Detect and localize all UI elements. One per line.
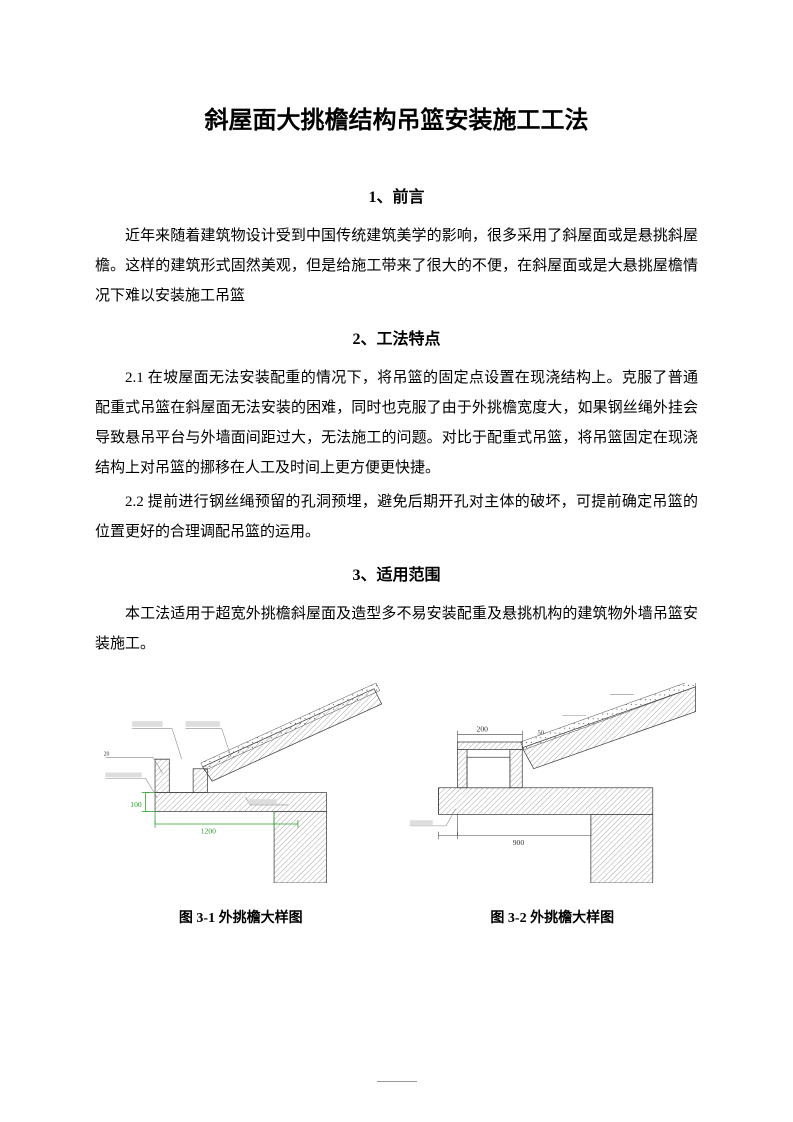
section-3-heading: 3、适用范围 [95, 561, 698, 585]
figure-3-1-diagram: 100 1200 20 [95, 683, 387, 883]
figure-3-2-caption: 图 3-2 外挑檐大样图 [490, 907, 614, 927]
page-footer-line [377, 1081, 417, 1082]
section-2-para-1: 2.1 在坡屋面无法安装配重的情况下，将吊篮的固定点设置在现浇结构上。克服了普通… [95, 363, 698, 483]
figure-3-1: 100 1200 20 图 3-1 外挑檐大样图 [95, 683, 387, 927]
figure-3-1-caption: 图 3-1 外挑檐大样图 [179, 907, 303, 927]
section-1-para-1: 近年来随着建筑物设计受到中国传统建筑美学的影响，很多采用了斜屋面或是悬挑斜屋檐。… [95, 221, 698, 311]
document-title: 斜屋面大挑檐结构吊篮安装施工工法 [95, 100, 698, 135]
section-1-heading: 1、前言 [95, 183, 698, 207]
dim-100: 100 [130, 800, 142, 809]
figures-row: 100 1200 20 图 3-1 外挑檐大样图 [95, 683, 698, 927]
dim-900: 900 [512, 838, 524, 847]
figure-3-2-diagram: 200 900 50 [407, 683, 699, 883]
figure-3-2: 200 900 50 图 3-2 外挑檐大样图 [407, 683, 699, 927]
section-3-para-1: 本工法适用于超宽外挑檐斜屋面及造型多不易安装配重及悬挑机构的建筑物外墙吊篮安装施… [95, 599, 698, 659]
label-20: 20 [104, 751, 110, 757]
dim-50: 50 [537, 729, 544, 736]
dim-200: 200 [476, 725, 488, 734]
section-2-para-2: 2.2 提前进行钢丝绳预留的孔洞预埋，避免后期开孔对主体的破坏，可提前确定吊篮的… [95, 487, 698, 547]
section-2-heading: 2、工法特点 [95, 325, 698, 349]
dim-1200: 1200 [201, 826, 216, 835]
